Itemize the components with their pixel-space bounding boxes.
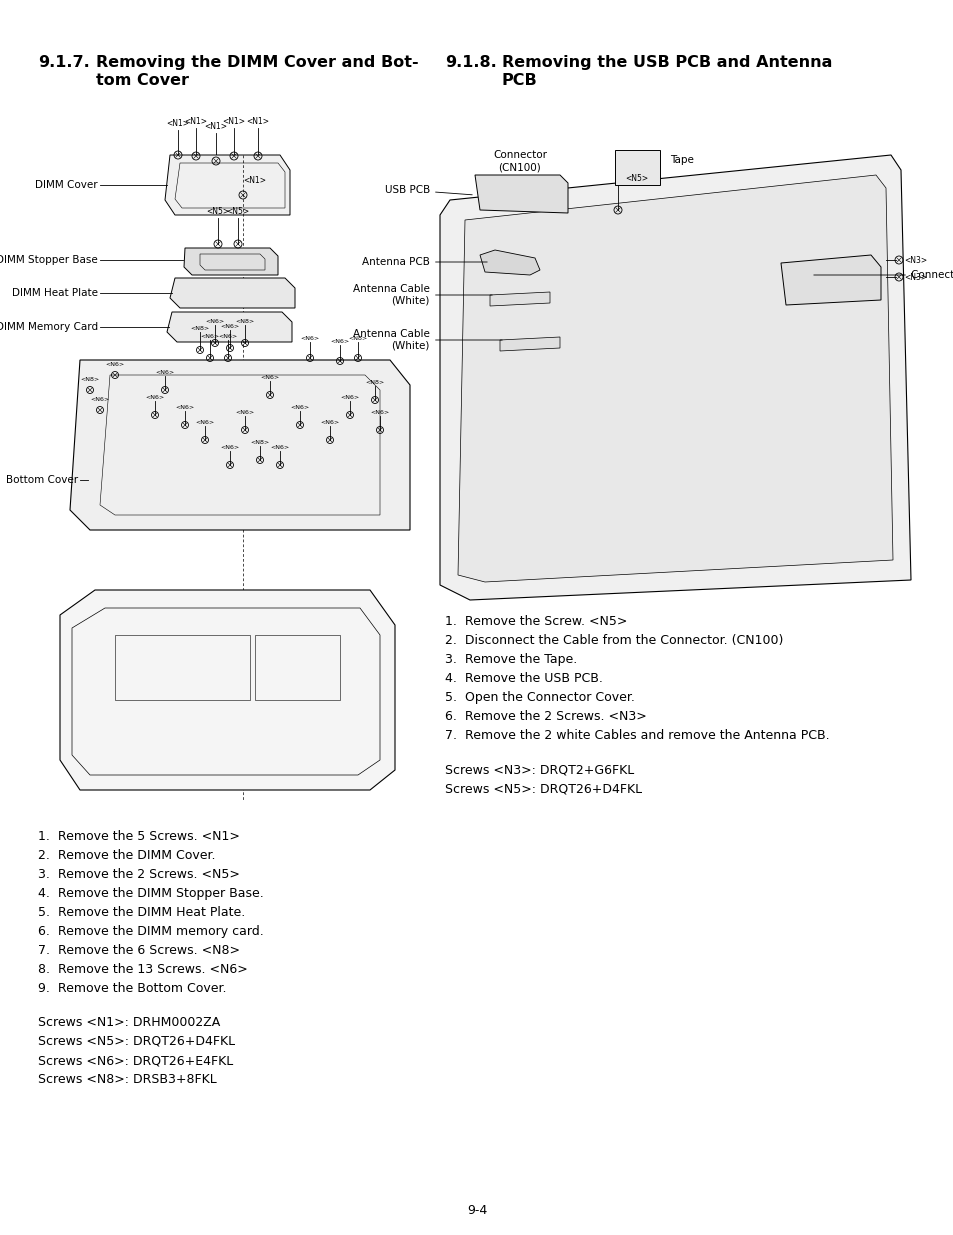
Text: 2.  Disconnect the Cable from the Connector. (CN100): 2. Disconnect the Cable from the Connect… [444, 634, 782, 647]
Text: (CN100): (CN100) [498, 162, 540, 172]
Text: USB PCB: USB PCB [384, 185, 472, 195]
Polygon shape [184, 248, 277, 275]
Text: 3.  Remove the Tape.: 3. Remove the Tape. [444, 653, 577, 666]
Polygon shape [170, 278, 294, 308]
Text: <N8>: <N8> [365, 380, 384, 385]
Polygon shape [499, 337, 559, 351]
Text: <N5>: <N5> [206, 207, 230, 216]
Text: <N1>: <N1> [246, 117, 269, 126]
Text: <N6>: <N6> [330, 338, 349, 345]
Text: <N6>: <N6> [205, 319, 224, 324]
Text: <N1>: <N1> [204, 122, 227, 131]
Bar [615, 149, 659, 185]
Polygon shape [781, 254, 880, 305]
Text: 7.  Remove the 2 white Cables and remove the Antenna PCB.: 7. Remove the 2 white Cables and remove … [444, 729, 829, 742]
Text: 9.  Remove the Bottom Cover.: 9. Remove the Bottom Cover. [38, 982, 226, 995]
Text: 6.  Remove the 2 Screws. <N3>: 6. Remove the 2 Screws. <N3> [444, 710, 646, 722]
Text: 4.  Remove the DIMM Stopper Base.: 4. Remove the DIMM Stopper Base. [38, 887, 263, 900]
Text: <N1>: <N1> [184, 117, 208, 126]
Text: <N6>: <N6> [235, 410, 254, 415]
Text: <N8>: <N8> [235, 319, 254, 324]
Polygon shape [479, 249, 539, 275]
Text: <N8>: <N8> [348, 336, 367, 341]
Text: <N5>: <N5> [624, 174, 647, 183]
Text: 9.1.7.: 9.1.7. [38, 56, 90, 70]
Text: 9.1.8.: 9.1.8. [444, 56, 497, 70]
Text: <N6>: <N6> [300, 336, 319, 341]
Text: Removing the USB PCB and Antenna: Removing the USB PCB and Antenna [501, 56, 832, 70]
Polygon shape [70, 359, 410, 530]
Text: 1.  Remove the 5 Screws. <N1>: 1. Remove the 5 Screws. <N1> [38, 830, 239, 844]
Text: Screws <N8>: DRSB3+8FKL: Screws <N8>: DRSB3+8FKL [38, 1073, 216, 1086]
Bar [254, 635, 339, 700]
Text: <N6>: <N6> [91, 396, 110, 403]
Text: 4.  Remove the USB PCB.: 4. Remove the USB PCB. [444, 672, 602, 685]
Text: Screws <N5>: DRQT26+D4FKL: Screws <N5>: DRQT26+D4FKL [38, 1035, 234, 1049]
Text: 8.  Remove the 13 Screws. <N6>: 8. Remove the 13 Screws. <N6> [38, 963, 248, 976]
Text: <N6>: <N6> [290, 405, 309, 410]
Text: <N1>: <N1> [167, 119, 190, 128]
Polygon shape [167, 312, 292, 342]
Text: <N6>: <N6> [145, 395, 164, 400]
Polygon shape [490, 291, 550, 306]
Text: Antenna Cable
(White): Antenna Cable (White) [353, 330, 501, 351]
Text: Antenna PCB: Antenna PCB [362, 257, 487, 267]
Text: <N6>: <N6> [175, 405, 194, 410]
Text: <N8>: <N8> [191, 326, 210, 331]
Text: tom Cover: tom Cover [96, 73, 189, 88]
Text: <N8>: <N8> [251, 440, 270, 445]
Bar [115, 635, 250, 700]
Text: Connector Cover: Connector Cover [813, 270, 953, 280]
Polygon shape [60, 590, 395, 790]
Text: DIMM Stopper Base: DIMM Stopper Base [0, 254, 98, 266]
Text: Antenna Cable
(White): Antenna Cable (White) [353, 284, 492, 306]
Text: PCB: PCB [501, 73, 537, 88]
Text: 6.  Remove the DIMM memory card.: 6. Remove the DIMM memory card. [38, 925, 263, 939]
Text: <N6>: <N6> [340, 395, 359, 400]
Text: <N1>: <N1> [222, 117, 245, 126]
Text: Screws <N6>: DRQT26+E4FKL: Screws <N6>: DRQT26+E4FKL [38, 1053, 233, 1067]
Text: 9-4: 9-4 [466, 1204, 487, 1216]
Polygon shape [439, 156, 910, 600]
Text: <N6>: <N6> [220, 445, 239, 450]
Text: Screws <N5>: DRQT26+D4FKL: Screws <N5>: DRQT26+D4FKL [444, 782, 641, 795]
Text: <N3>: <N3> [903, 256, 926, 264]
Text: 1.  Remove the Screw. <N5>: 1. Remove the Screw. <N5> [444, 615, 627, 629]
Text: 5.  Remove the DIMM Heat Plate.: 5. Remove the DIMM Heat Plate. [38, 906, 245, 919]
Text: <N6>: <N6> [260, 375, 279, 380]
Text: DIMM Memory Card: DIMM Memory Card [0, 322, 98, 332]
Text: 3.  Remove the 2 Screws. <N5>: 3. Remove the 2 Screws. <N5> [38, 868, 239, 881]
Text: <N6>: <N6> [270, 445, 290, 450]
Text: Tape: Tape [669, 156, 693, 165]
Text: 5.  Open the Connector Cover.: 5. Open the Connector Cover. [444, 692, 634, 704]
Polygon shape [165, 156, 290, 215]
Text: <N6>: <N6> [320, 420, 339, 425]
Text: DIMM Cover: DIMM Cover [35, 180, 98, 190]
Text: Connector: Connector [493, 149, 546, 161]
Text: <N6>: <N6> [155, 370, 174, 375]
Text: Screws <N3>: DRQT2+G6FKL: Screws <N3>: DRQT2+G6FKL [444, 763, 634, 776]
Text: <N6>: <N6> [220, 324, 239, 329]
Text: <N6>: <N6> [370, 410, 389, 415]
Polygon shape [457, 175, 892, 582]
Text: <N6>: <N6> [106, 362, 125, 367]
Text: <N6>: <N6> [218, 333, 237, 338]
Text: <N5>: <N5> [226, 207, 250, 216]
Text: <N1>: <N1> [243, 177, 266, 185]
Text: 2.  Remove the DIMM Cover.: 2. Remove the DIMM Cover. [38, 848, 215, 862]
Text: Bottom Cover: Bottom Cover [6, 475, 78, 485]
Text: <N6>: <N6> [200, 333, 219, 338]
Text: 7.  Remove the 6 Screws. <N8>: 7. Remove the 6 Screws. <N8> [38, 944, 240, 957]
Text: Removing the DIMM Cover and Bot-: Removing the DIMM Cover and Bot- [96, 56, 418, 70]
Text: <N6>: <N6> [195, 420, 214, 425]
Text: <N8>: <N8> [80, 377, 99, 382]
Text: Screws <N1>: DRHM0002ZA: Screws <N1>: DRHM0002ZA [38, 1016, 220, 1029]
Polygon shape [475, 175, 567, 212]
Text: DIMM Heat Plate: DIMM Heat Plate [12, 288, 98, 298]
Text: <N3>: <N3> [903, 273, 926, 282]
